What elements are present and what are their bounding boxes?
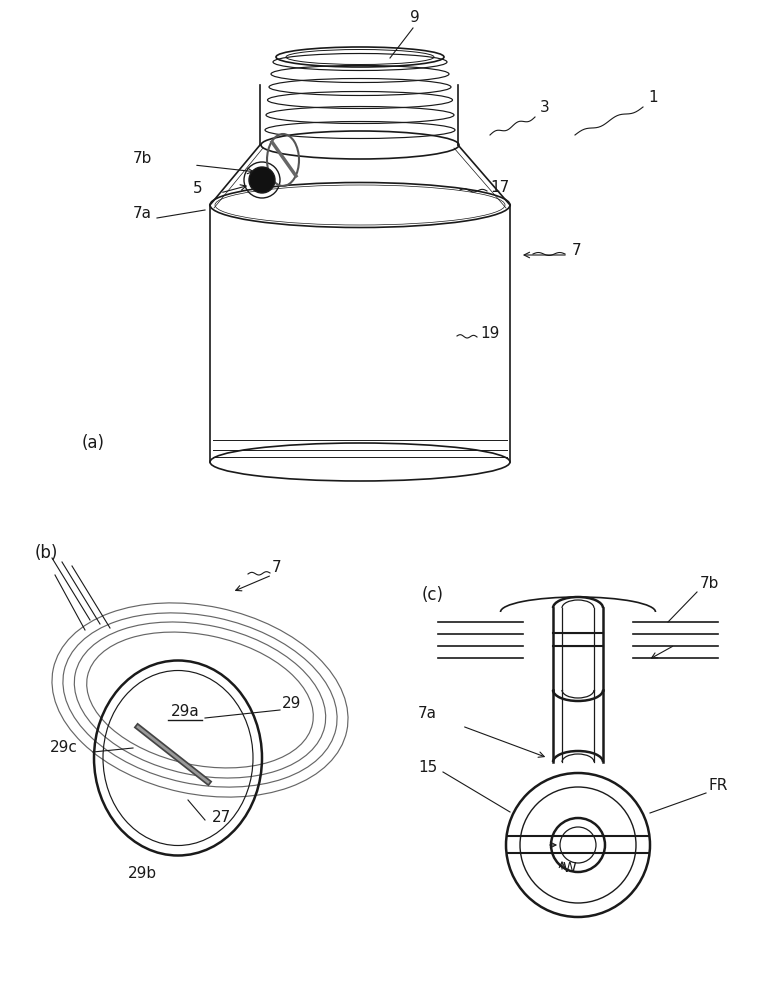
Text: 15: 15	[418, 760, 437, 775]
Text: 1: 1	[648, 90, 657, 105]
Text: 29c: 29c	[50, 740, 78, 755]
Text: 19: 19	[480, 326, 499, 341]
Text: 9: 9	[410, 10, 420, 25]
Text: 3: 3	[540, 100, 550, 115]
Text: 7b: 7b	[700, 576, 720, 591]
Text: FR: FR	[708, 778, 727, 793]
Text: 17: 17	[490, 180, 509, 195]
Text: (a): (a)	[82, 434, 105, 452]
Text: 7: 7	[572, 243, 581, 258]
Text: 7a: 7a	[133, 206, 152, 221]
Text: (b): (b)	[35, 544, 58, 562]
Text: 5: 5	[192, 181, 202, 196]
Text: W: W	[563, 861, 577, 875]
Text: (c): (c)	[422, 586, 444, 604]
Text: 29: 29	[282, 696, 301, 711]
Text: 29a: 29a	[170, 704, 200, 719]
Text: 7b: 7b	[133, 151, 152, 166]
Circle shape	[249, 167, 275, 193]
Text: 27: 27	[212, 810, 231, 825]
Text: 7a: 7a	[418, 706, 437, 721]
Text: 7: 7	[272, 560, 282, 575]
Text: 29b: 29b	[128, 866, 157, 881]
